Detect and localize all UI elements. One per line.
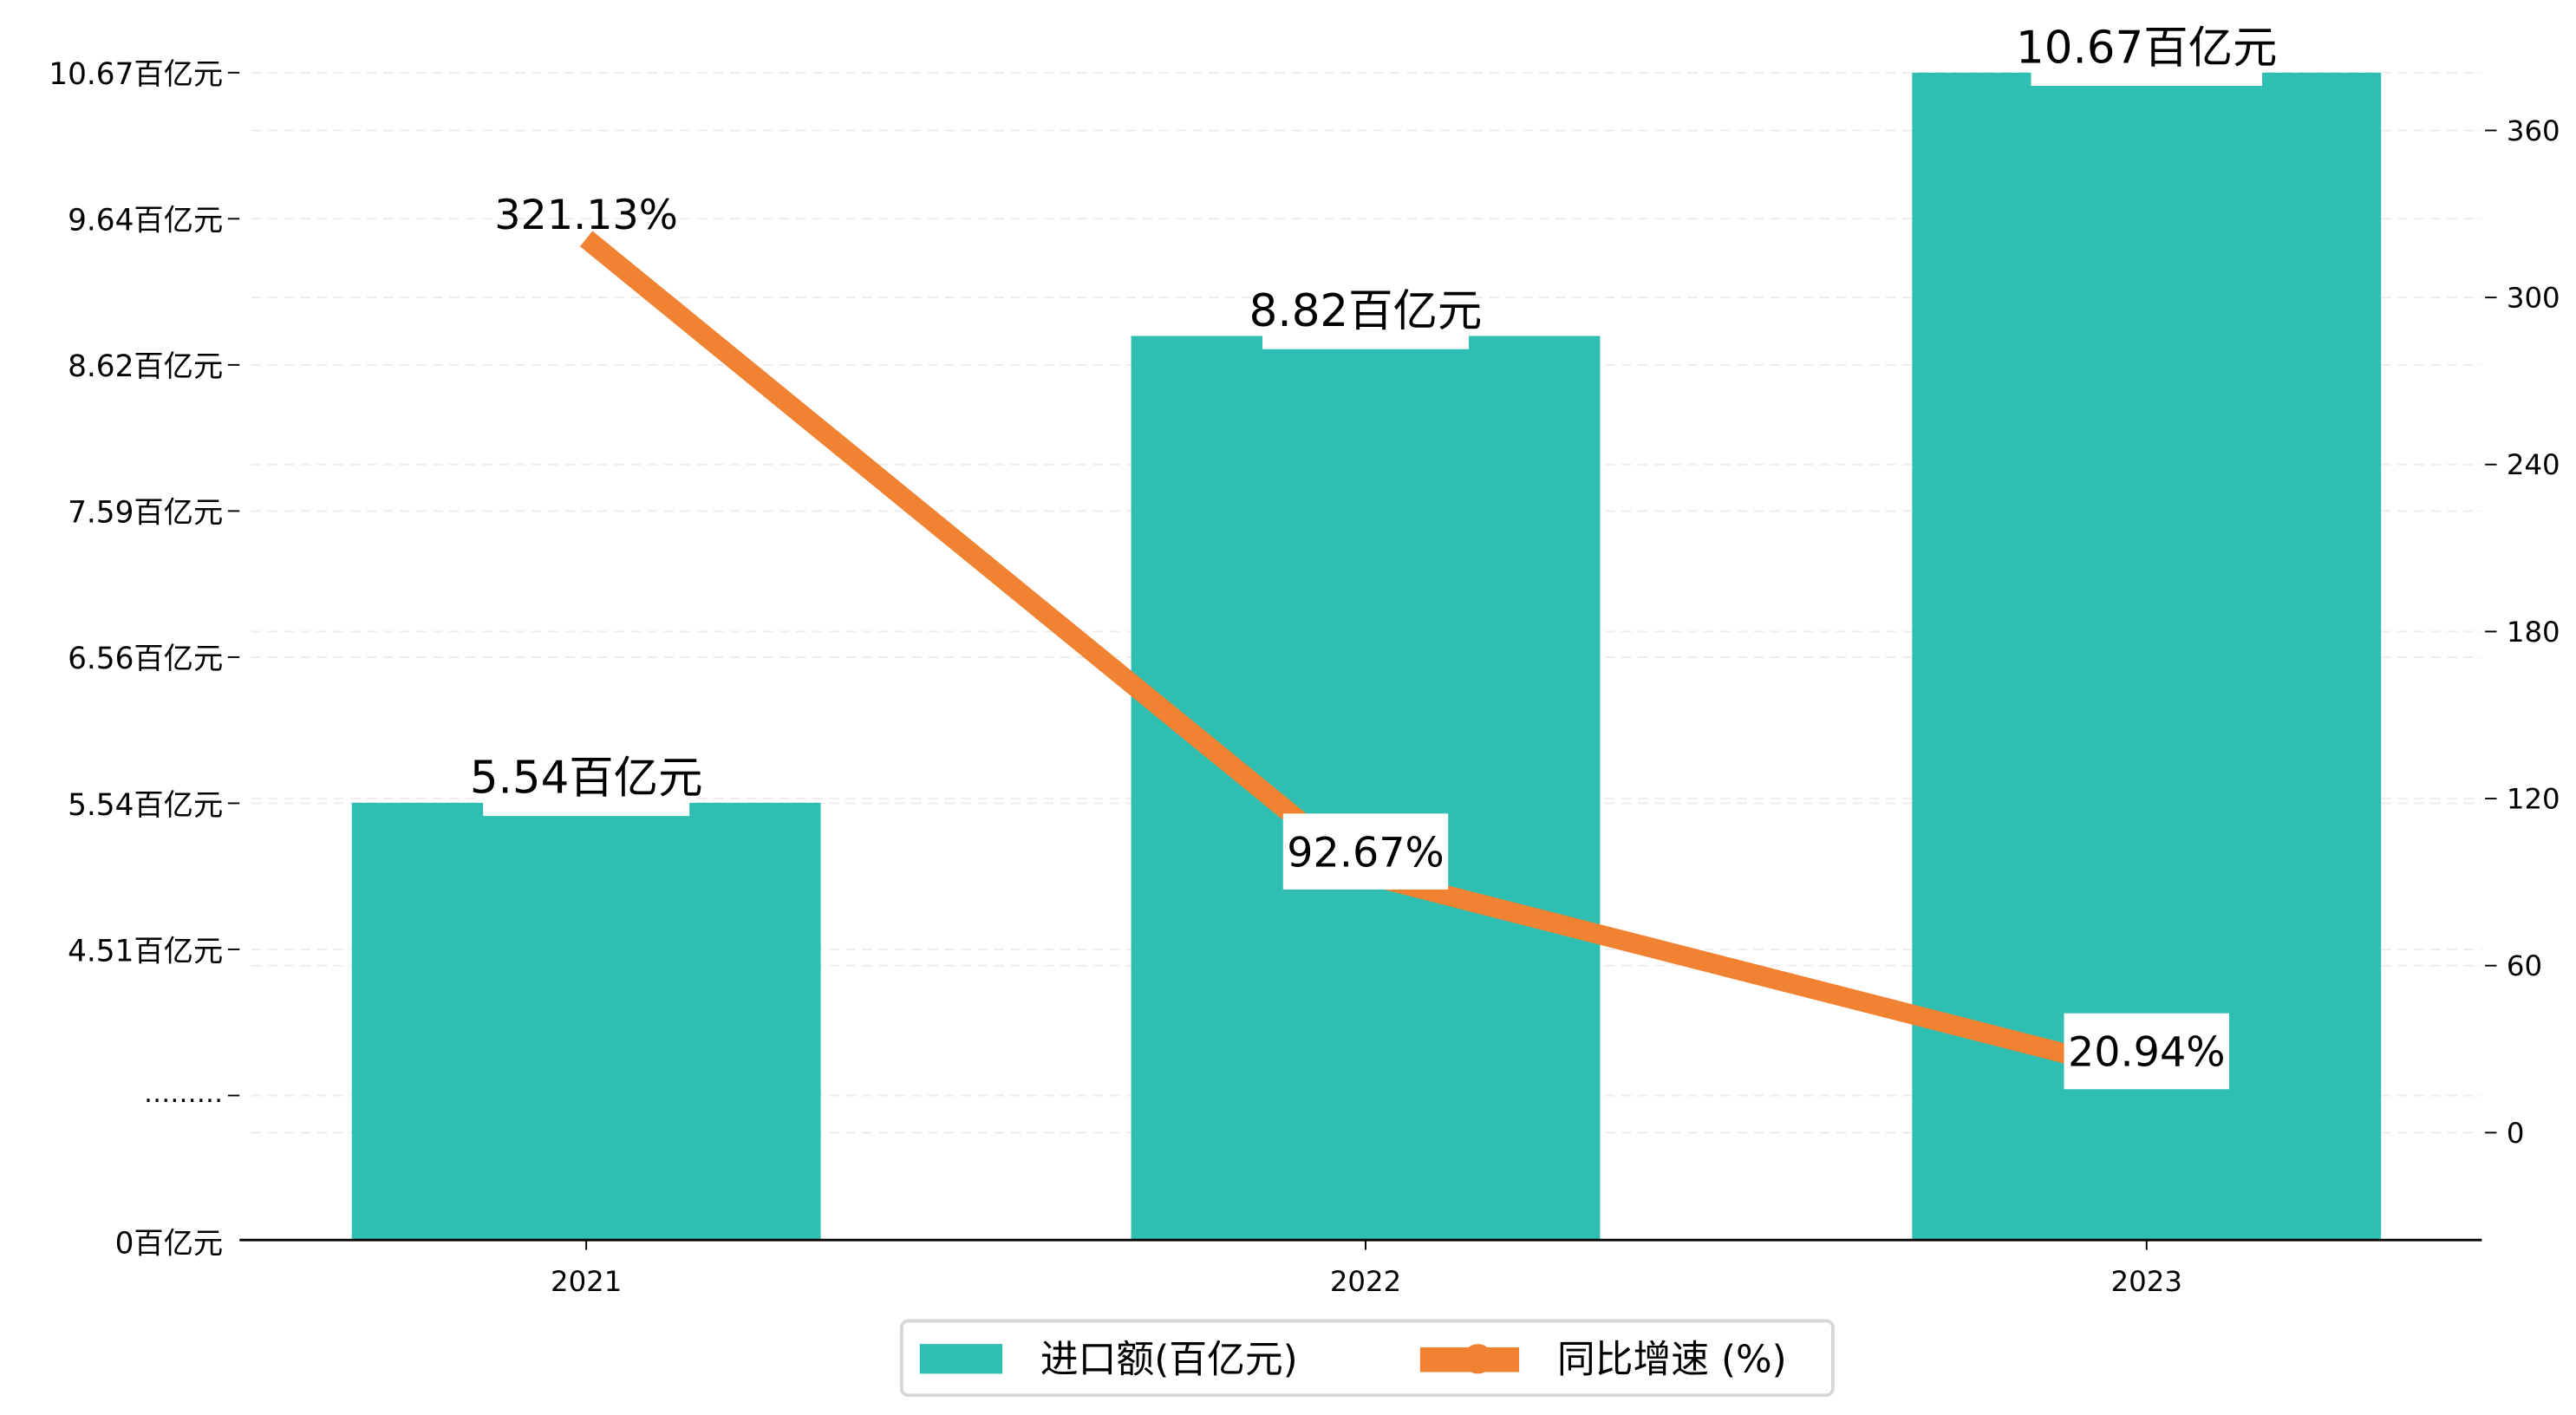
growth-value-label: 20.94% [2068,1029,2225,1077]
legend-box [899,1319,1835,1398]
legend-marker-icon [1463,1344,1493,1374]
bar [351,802,821,1241]
right-tick-label: 180 [2507,616,2560,649]
left-tick-label: 0百亿元 [115,1226,224,1261]
x-tick-label: 2022 [1330,1265,1401,1298]
bar-label-bg [1262,276,1470,349]
right-tick-label: 300 [2507,282,2560,315]
right-tick-label: 60 [2507,949,2542,982]
legend-swatch-bar [919,1344,1003,1374]
growth-value-label: 321.13% [494,192,678,239]
left-tick-label: 10.67百亿元 [49,57,223,92]
bar-label-bg [483,743,690,817]
bar-value-label: 8.82百亿元 [1249,285,1483,337]
bar-value-label: 5.54百亿元 [470,752,703,804]
left-tick-label: 8.62百亿元 [68,349,223,384]
left-tick-label: 5.54百亿元 [68,788,223,823]
growth-value-label: 92.67% [1287,829,1444,877]
right-tick-label: 240 [2507,448,2560,481]
left-tick-label: 4.51百亿元 [68,934,223,968]
left-tick-label: 9.64百亿元 [68,204,223,238]
bar-value-label: 10.67百亿元 [2016,22,2277,74]
legend-label-line: 同比增速 (%) [1557,1337,1787,1381]
line-label-bg [1282,813,1449,890]
bar-label-bg [2031,13,2263,87]
x-tick-label: 2021 [551,1265,622,1298]
legend: 进口额(百亿元) 同比增速 (%) [899,1319,1835,1398]
left-tick-label: 7.59百亿元 [68,496,223,531]
line-label-bg [2064,1013,2229,1090]
legend-label-bar: 进口额(百亿元) [1040,1337,1298,1381]
left-tick-label: 6.56百亿元 [68,642,223,676]
axis-break-label: ……… [144,1079,223,1109]
right-tick-label: 0 [2507,1117,2525,1150]
right-tick-label: 360 [2507,114,2560,147]
right-tick-label: 120 [2507,782,2560,815]
bar [1131,336,1601,1241]
x-tick-label: 2023 [2111,1265,2182,1298]
